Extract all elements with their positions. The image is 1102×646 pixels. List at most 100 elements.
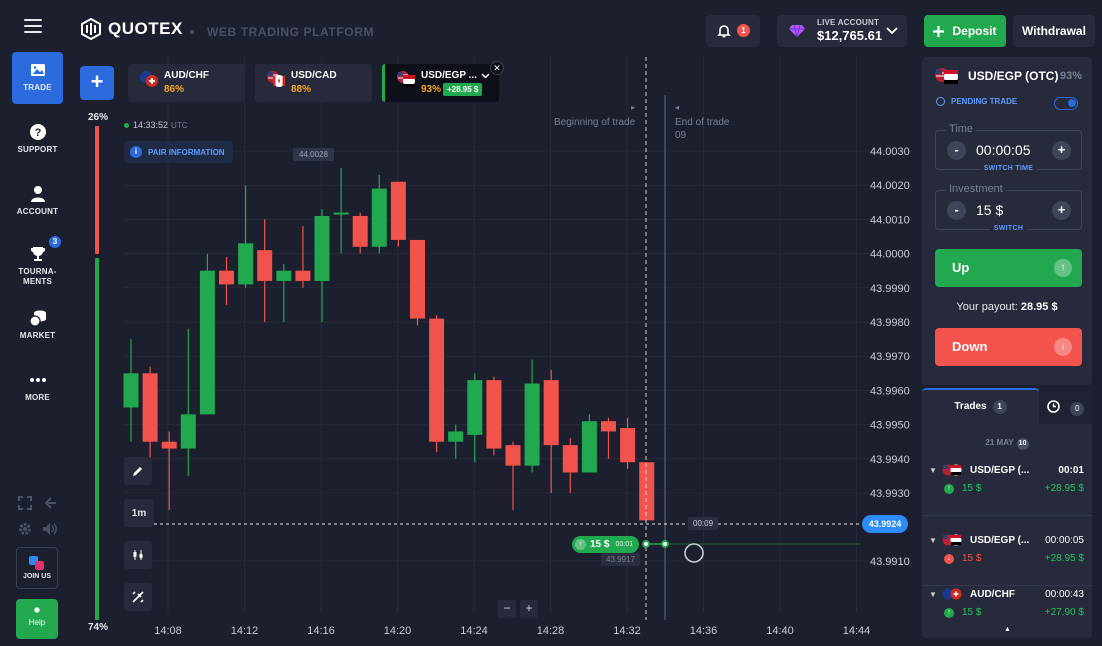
- candle-body: [410, 239, 425, 319]
- volume-icon[interactable]: [42, 522, 58, 536]
- add-asset-button[interactable]: +: [80, 66, 114, 100]
- gear-icon[interactable]: [18, 522, 32, 536]
- up-button[interactable]: Up ↑: [935, 249, 1082, 287]
- join-us-button[interactable]: JOIN US: [16, 547, 58, 589]
- chevron-down-icon[interactable]: [481, 73, 490, 79]
- sidebar-item-account[interactable]: ACCOUNT: [12, 176, 63, 228]
- social-icon: [29, 556, 44, 570]
- pending-trade-text: PENDING TRADE: [951, 97, 1018, 106]
- fullscreen-icon[interactable]: [18, 496, 32, 510]
- asset-tab-usdcad[interactable]: USD/CAD 88%: [255, 64, 372, 102]
- withdrawal-label: Withdrawal: [1022, 24, 1086, 38]
- flag-us-ca-icon: [267, 71, 285, 87]
- pair-information-button[interactable]: i PAIR INFORMATION: [124, 141, 233, 163]
- brand-logo[interactable]: QUOTEX: [80, 18, 183, 40]
- candle-body: [639, 462, 655, 521]
- sidebar-item-label: TRADE: [23, 83, 52, 92]
- arrow-down-icon: ↓: [944, 554, 954, 564]
- y-tick-label: 43.9980: [870, 317, 910, 329]
- zoom-in-button[interactable]: +: [520, 600, 538, 618]
- time-value[interactable]: 00:00:05: [976, 142, 1031, 158]
- investment-decrease-button[interactable]: -: [947, 201, 966, 220]
- back-arrow-icon[interactable]: [44, 496, 58, 510]
- trades-date-label: 21 MAY: [985, 438, 1014, 447]
- candle-body: [562, 445, 578, 473]
- online-dot-icon: [34, 607, 40, 613]
- up-label: Up: [952, 260, 970, 275]
- account-selector[interactable]: LIVE ACCOUNT $12,765.61: [777, 15, 907, 47]
- chart-type-button[interactable]: [124, 541, 152, 569]
- open-trade-chip[interactable]: ↑ 15 $ 00:01: [572, 536, 639, 553]
- tab-history[interactable]: 0: [1039, 388, 1092, 424]
- y-tick-label: 44.0020: [870, 180, 910, 192]
- y-tick-label: 43.9950: [870, 420, 910, 432]
- sidebar-item-market[interactable]: MARKET: [12, 300, 63, 352]
- trades-date-count: 10: [1016, 438, 1029, 450]
- end-of-trade-countdown: 09: [675, 130, 687, 141]
- toggle-knob: [1068, 99, 1076, 107]
- down-button[interactable]: Down ↓: [935, 328, 1082, 366]
- candle-body: [238, 243, 254, 285]
- sidebar-item-tournaments[interactable]: 3 TOURNA- MENTS: [12, 236, 63, 294]
- switch-time-button[interactable]: SWITCH TIME: [979, 165, 1038, 172]
- timeframe-button[interactable]: 1m: [124, 499, 154, 527]
- trade-row[interactable]: ▼ AUD/CHF 00:00:43 ↑ 15 $ +27.90 $: [922, 582, 1092, 638]
- cursor-circle: [684, 543, 704, 563]
- candle-body: [161, 441, 177, 449]
- withdrawal-button[interactable]: Withdrawal: [1013, 15, 1095, 47]
- y-tick-label: 43.9960: [870, 385, 910, 397]
- trade-pair: USD/EGP (...: [970, 465, 1030, 476]
- chevron-down-icon[interactable]: ▼: [929, 536, 937, 545]
- zoom-out-button[interactable]: −: [498, 600, 516, 618]
- sidebar-item-more[interactable]: MORE: [12, 362, 63, 414]
- server-time-value: 14:33:52: [133, 120, 169, 130]
- y-tick-label: 44.0000: [870, 249, 910, 261]
- investment-field[interactable]: Investment - 15 $ + SWITCH: [935, 183, 1082, 232]
- time-increase-button[interactable]: +: [1052, 141, 1071, 160]
- tab-trades[interactable]: Trades 1: [922, 388, 1039, 424]
- notifications-button[interactable]: 1: [706, 15, 760, 47]
- sentiment-bar-up: [95, 258, 99, 620]
- trade-row[interactable]: ▼ USD/EGP (... 00:01 ↑ 15 $ +28.95 $: [922, 458, 1092, 516]
- trade-start-dot: [642, 540, 650, 548]
- candle-body: [486, 380, 502, 449]
- trade-time: 00:00:05: [1045, 535, 1084, 546]
- asset-payout: 88%: [291, 84, 312, 95]
- close-tab-button[interactable]: ✕: [490, 61, 504, 75]
- time-field[interactable]: Time - 00:00:05 + SWITCH TIME: [935, 123, 1082, 172]
- indicators-button[interactable]: [124, 583, 152, 611]
- menu-icon[interactable]: [24, 19, 42, 33]
- trade-row[interactable]: ▼ USD/EGP (... 00:00:05 ↓ 15 $ +28.95 $: [922, 528, 1092, 586]
- investment-value[interactable]: 15 $: [976, 202, 1004, 218]
- pending-trade-toggle[interactable]: [1054, 97, 1078, 110]
- asset-profit-badge: +28.95 $: [443, 83, 483, 96]
- asset-tab-audchf[interactable]: AUD/CHF 86%: [128, 64, 245, 102]
- image-icon: [30, 64, 45, 76]
- chevron-down-icon[interactable]: ▼: [929, 466, 937, 475]
- sidebar-item-trade[interactable]: TRADE: [12, 52, 63, 104]
- candle-body: [601, 421, 616, 432]
- trade-pair: AUD/CHF: [970, 589, 1015, 600]
- platform-label: WEB TRADING PLATFORM: [207, 25, 375, 39]
- drawing-tool-button[interactable]: [124, 457, 152, 485]
- side-tools: [18, 496, 58, 548]
- x-tick-label: 14:12: [231, 625, 259, 637]
- indicators-icon: [132, 591, 144, 603]
- deposit-button[interactable]: Deposit: [924, 15, 1006, 47]
- chevron-down-icon[interactable]: ▼: [929, 590, 937, 599]
- sidebar-item-support[interactable]: ? SUPPORT: [12, 114, 63, 166]
- countdown-tag: 00:09: [688, 517, 719, 530]
- time-decrease-button[interactable]: -: [947, 141, 966, 160]
- help-button[interactable]: Help: [16, 599, 58, 639]
- tournaments-badge: 3: [49, 236, 61, 248]
- info-icon: i: [130, 146, 142, 158]
- x-tick-label: 14:24: [460, 625, 488, 637]
- switch-investment-button[interactable]: SWITCH: [989, 225, 1028, 232]
- investment-increase-button[interactable]: +: [1052, 201, 1071, 220]
- trade-pair: USD/EGP (...: [970, 535, 1030, 546]
- scroll-up-icon[interactable]: ▲: [1004, 626, 1011, 633]
- asset-tab-usdegp[interactable]: USD/EGP ... 93% +28.95 $: [382, 64, 499, 102]
- y-tick-label: 43.9930: [870, 488, 910, 500]
